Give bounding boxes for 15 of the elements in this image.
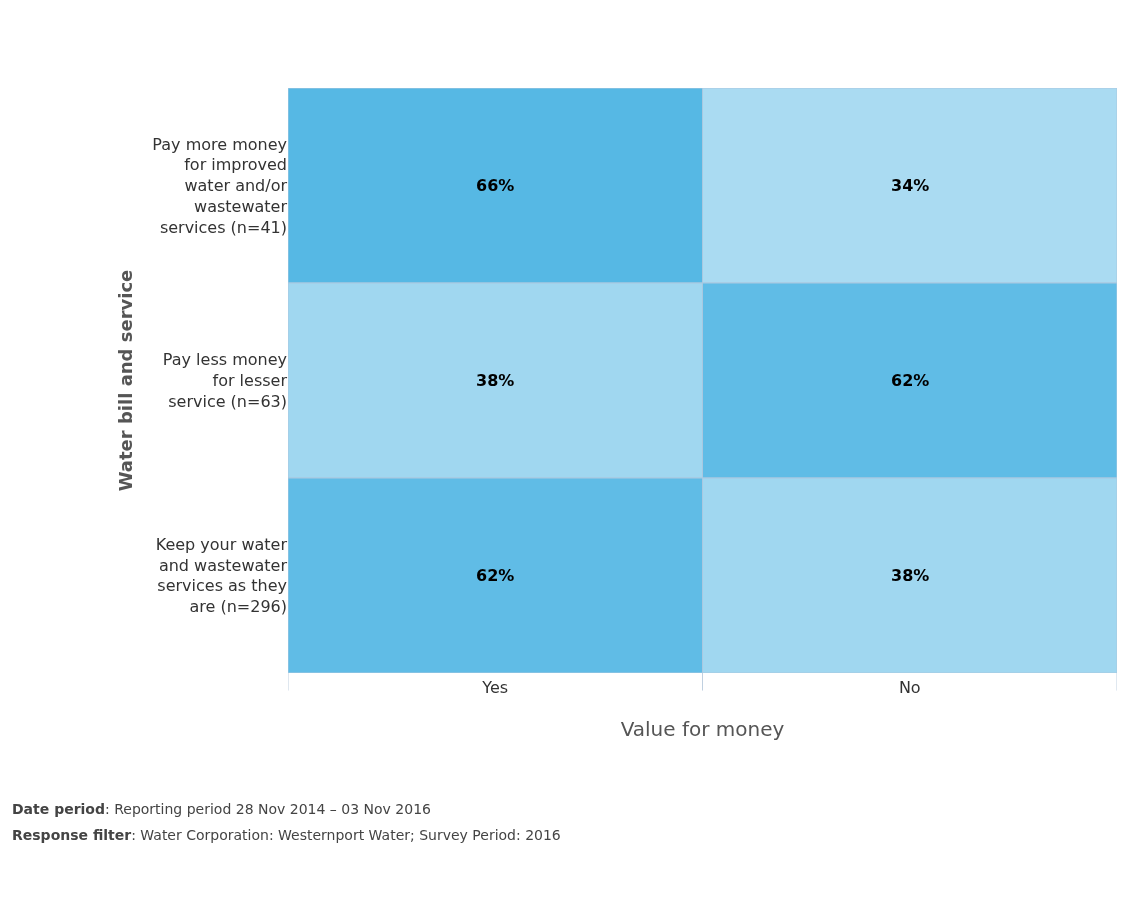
data-label: 66%: [476, 176, 515, 195]
data-label: 34%: [891, 176, 930, 195]
data-label: 62%: [891, 371, 930, 390]
y-tick-label: Pay less money for lesser service (n=63): [162, 350, 288, 411]
data-label: 38%: [891, 566, 930, 585]
y-tick-label: Pay more money for improved water and/or wastewater services (n=41): [152, 134, 288, 237]
y-tick-label: Keep your water and wastewater services as they are (n=296): [155, 534, 288, 617]
data-label: 62%: [476, 566, 515, 585]
text: Response filter: Water Corporation: Westernport Water; Survey Period: 2016: [12, 827, 561, 843]
y-axis-title: Water bill and service: [114, 269, 136, 492]
x-tick-label: Yes: [481, 678, 509, 698]
x-axis-title: Value for money: [620, 716, 785, 741]
text: Date period: Reporting period 28 Nov 2014 – 03 Nov 2016: [12, 801, 432, 817]
x-tick-label: No: [898, 678, 921, 698]
data-label: 38%: [476, 371, 515, 390]
